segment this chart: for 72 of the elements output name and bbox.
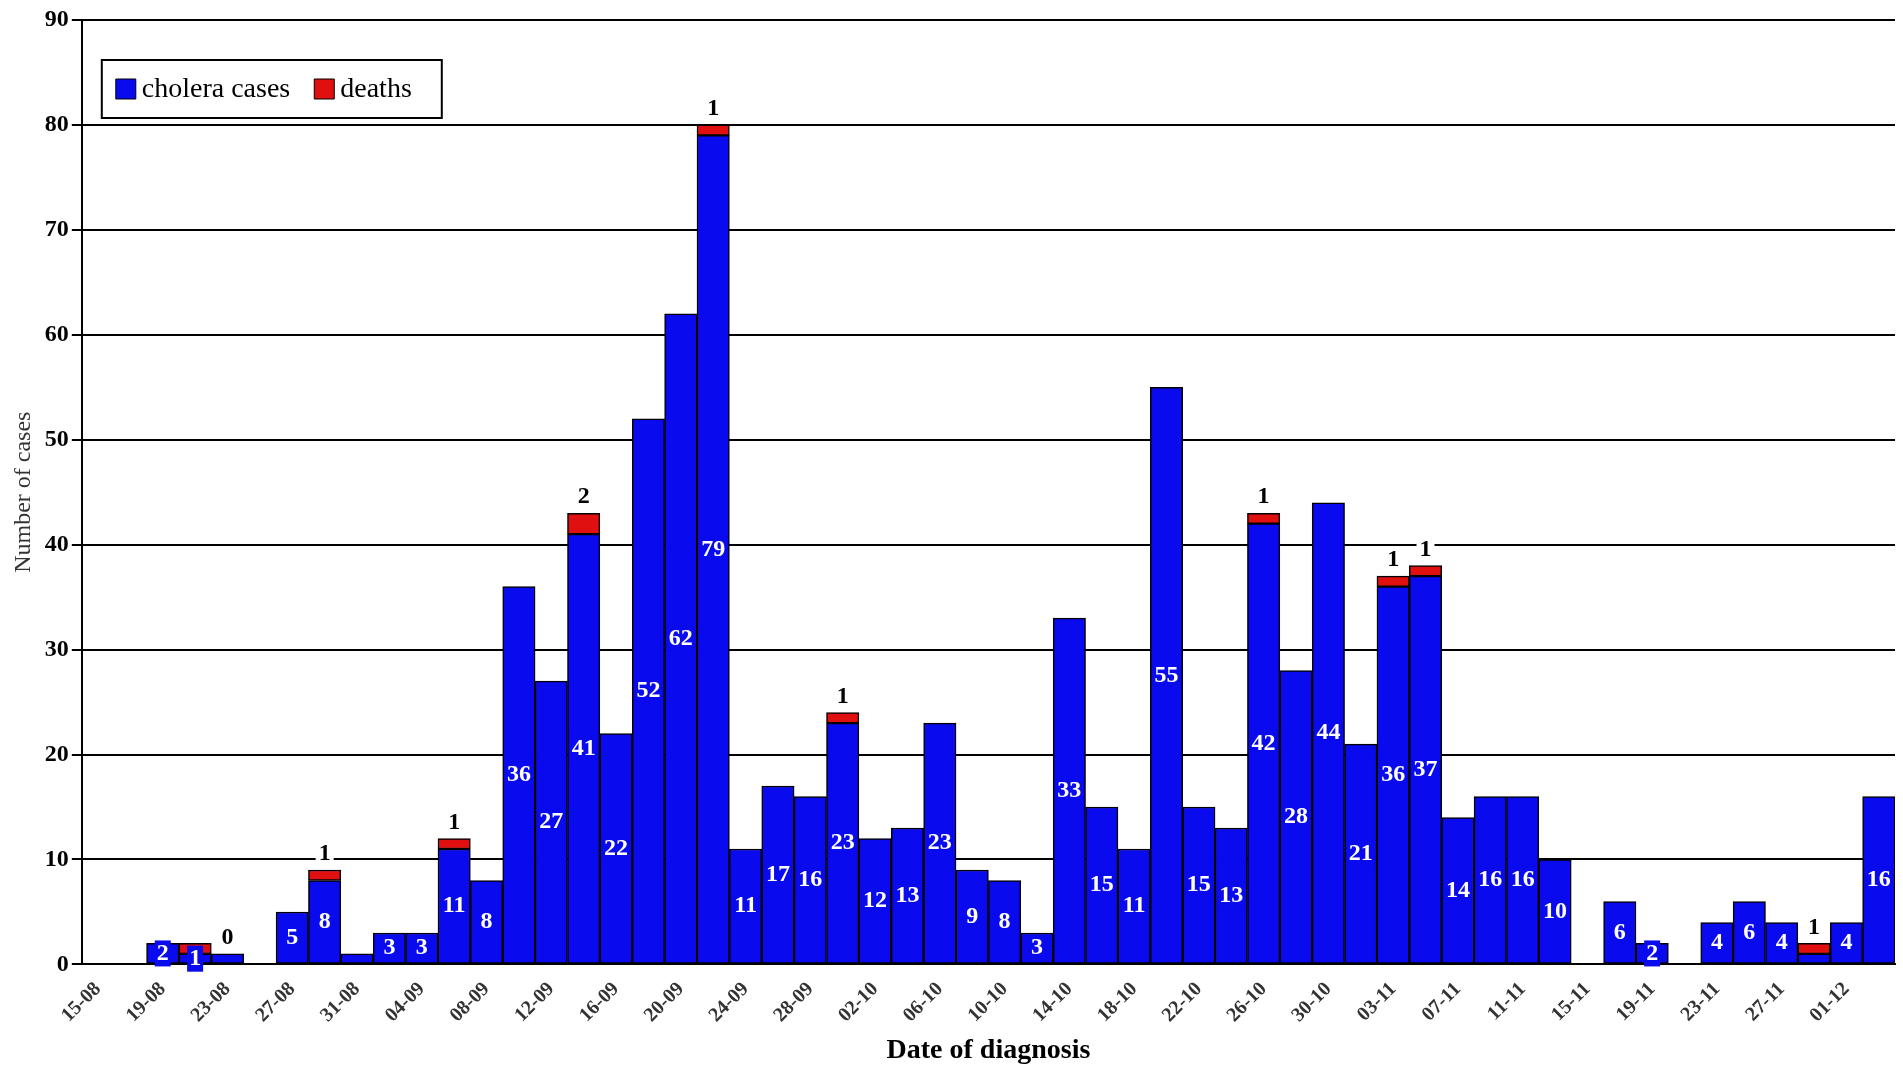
data-label: 6: [1613, 917, 1626, 944]
y-tick-label: 70: [44, 215, 69, 242]
data-label: 3: [1030, 933, 1043, 960]
data-label: 23: [927, 828, 952, 855]
data-label: 28: [1284, 802, 1308, 829]
data-label: 1: [707, 94, 720, 121]
data-label: 1: [836, 681, 849, 708]
data-label: 17: [765, 859, 790, 886]
x-axis-title: Date of diagnosis: [886, 1033, 1091, 1065]
data-label: 10: [1543, 896, 1568, 923]
data-label: 52: [636, 676, 661, 703]
data-label: 12: [863, 886, 888, 913]
data-label: 41: [571, 734, 596, 761]
data-label: 62: [668, 623, 693, 650]
data-label: 33: [1057, 775, 1082, 802]
data-label: 8: [998, 907, 1011, 934]
data-label: 22: [604, 833, 629, 860]
y-tick-label: 30: [44, 634, 69, 661]
data-label: 2: [1646, 938, 1659, 965]
data-label: 21: [1348, 838, 1373, 865]
data-label: 16: [1866, 865, 1891, 892]
data-label: 3: [383, 933, 396, 960]
data-label: 16: [798, 865, 823, 892]
data-label: 11: [442, 891, 466, 918]
y-tick-label: 50: [44, 424, 69, 451]
data-label: 6: [1743, 917, 1756, 944]
y-axis-title: Number of cases: [8, 411, 35, 573]
data-label: 79: [701, 534, 726, 561]
data-label: 15: [1089, 870, 1114, 897]
data-label: 8: [480, 907, 493, 934]
data-label: 36: [1381, 760, 1406, 787]
data-label: 36: [506, 760, 531, 787]
y-tick-label: 20: [44, 739, 69, 766]
data-label: 4: [1775, 928, 1788, 955]
data-label: 1: [1257, 482, 1270, 509]
data-label: 1: [318, 839, 331, 866]
data-label: 4: [1840, 928, 1853, 955]
y-tick-label: 40: [44, 529, 69, 556]
legend-label: deaths: [340, 72, 412, 104]
legend-label: cholera cases: [141, 72, 291, 104]
data-label: 11: [734, 891, 757, 918]
data-label: 14: [1445, 875, 1470, 902]
data-label: 4: [1710, 928, 1723, 955]
data-label: 42: [1251, 728, 1276, 755]
data-label: 11: [1122, 891, 1146, 918]
data-label: 37: [1413, 755, 1438, 781]
data-label: 5: [286, 922, 299, 949]
data-label: 0: [221, 923, 234, 950]
data-label: 1: [448, 807, 461, 834]
data-label: 27: [539, 807, 564, 834]
data-label: 1: [1387, 545, 1400, 572]
data-label: 13: [1219, 880, 1244, 907]
data-label: 3: [415, 933, 428, 960]
y-tick-label: 0: [56, 949, 69, 976]
data-label: 1: [1419, 534, 1432, 561]
data-label: 16: [1510, 865, 1535, 892]
data-label: 44: [1316, 718, 1341, 745]
data-label: 1: [189, 943, 202, 970]
data-label: 13: [895, 880, 920, 907]
data-label: 2: [577, 482, 590, 509]
data-label: 16: [1478, 865, 1503, 892]
data-label: 8: [318, 907, 331, 934]
data-label: 1: [1808, 912, 1821, 939]
data-label: 9: [966, 901, 979, 928]
data-label: 2: [156, 938, 169, 965]
y-tick-label: 10: [44, 844, 69, 871]
data-label: 55: [1154, 660, 1179, 687]
y-tick-label: 80: [44, 110, 69, 137]
data-label: 23: [830, 828, 855, 855]
y-tick-label: 90: [44, 5, 69, 32]
data-label: 15: [1186, 870, 1211, 897]
y-tick-label: 60: [44, 320, 69, 347]
